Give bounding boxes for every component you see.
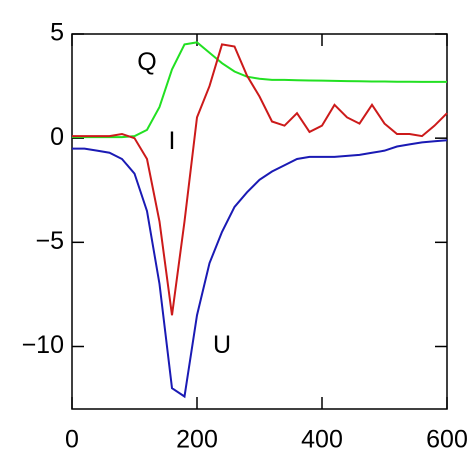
plot-frame <box>71 33 448 410</box>
x-tick-label: 600 <box>426 426 468 454</box>
annotation: U <box>213 331 231 359</box>
x-tick-label: 200 <box>176 426 218 454</box>
annotation: Q <box>137 48 156 76</box>
line-i <box>72 43 448 316</box>
y-tick-label: −10 <box>22 331 64 359</box>
y-tick-label: 0 <box>50 123 64 151</box>
line-q <box>72 41 447 139</box>
x-tick-label: 0 <box>65 426 79 454</box>
y-tick-label: 5 <box>50 19 64 47</box>
line-u <box>72 139 448 399</box>
x-tick-label: 400 <box>301 426 343 454</box>
annotation: I <box>169 127 176 155</box>
y-tick-label: −5 <box>35 227 64 255</box>
